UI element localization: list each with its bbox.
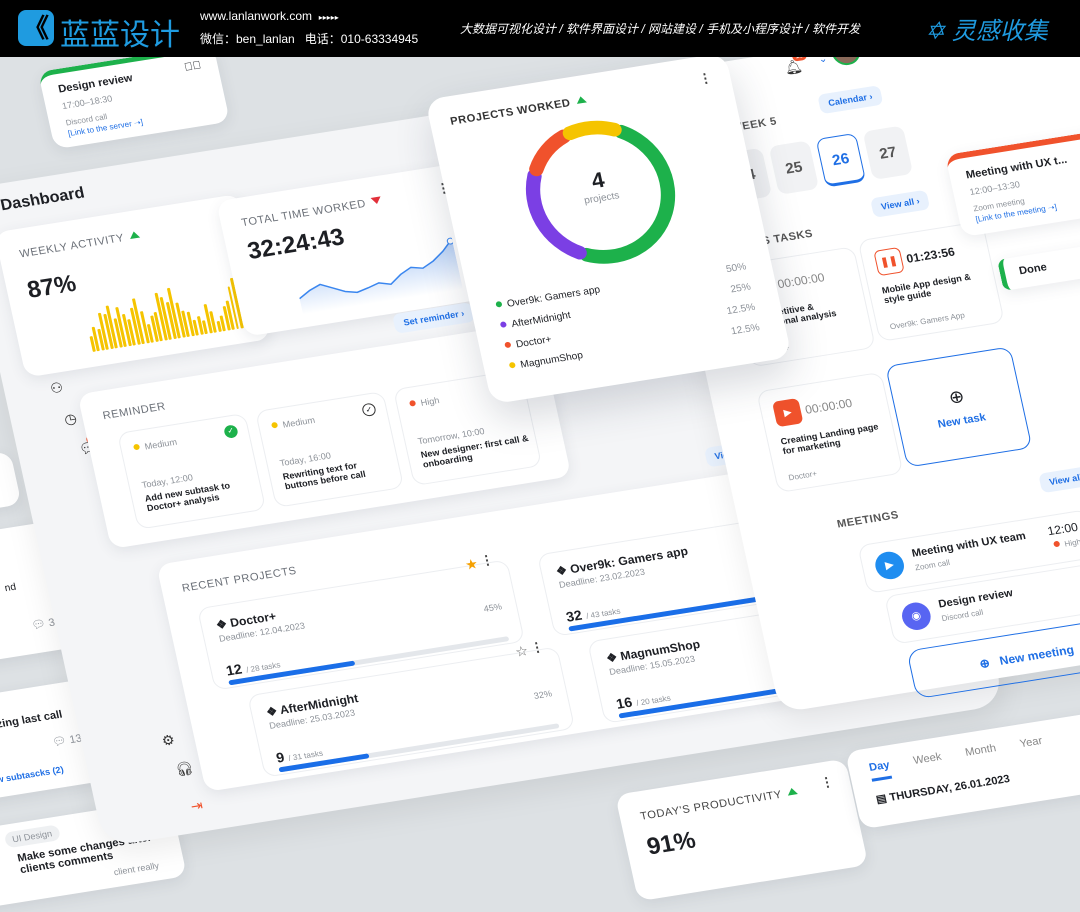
brand-name: 蓝蓝设计 <box>60 19 180 52</box>
calendar-icon: ▤ <box>874 792 888 806</box>
trend-down-icon <box>370 196 383 205</box>
tab-month[interactable]: Month <box>964 742 998 759</box>
productivity-label: TODAY'S PRODUCTIVITY <box>639 786 799 823</box>
recent-projects-label: RECENT PROJECTS <box>180 564 298 595</box>
line-area <box>299 238 464 315</box>
meeting-title: Design review <box>57 72 134 96</box>
more-icon[interactable]: ⋮ <box>818 773 835 791</box>
partial-card <box>0 450 22 524</box>
projects-donut <box>525 120 676 264</box>
weekly-activity-value: 87% <box>24 270 79 304</box>
page-title: Dashboard <box>0 184 87 215</box>
day-25[interactable]: 25 <box>768 140 820 195</box>
task-text: nd <box>3 581 18 595</box>
legend-dot <box>499 321 508 328</box>
legend-dot <box>504 341 512 349</box>
brand-logo-icon: 《 <box>18 10 54 46</box>
legend-dot <box>508 361 516 369</box>
clock-icon[interactable]: ◷ <box>62 409 79 428</box>
more-icon[interactable]: ⋮ <box>478 551 495 569</box>
project-icon: ❖ <box>214 616 229 633</box>
inspiration-brand: ✡ 灵感收集 <box>925 18 1048 45</box>
play-icon[interactable]: ▶ <box>771 397 804 428</box>
tab-day[interactable]: Day <box>867 759 893 782</box>
check-icon[interactable]: ✓ <box>223 424 239 439</box>
comment-icon: 💬︎ <box>30 618 47 632</box>
star-icon[interactable]: ☆ <box>513 642 530 660</box>
headset-icon[interactable]: 🎧︎ <box>173 759 195 778</box>
legend-dot <box>495 300 503 308</box>
meeting-time: 17:00–18:30 <box>61 93 114 112</box>
donut-slice <box>562 120 622 141</box>
design-review-card[interactable]: Design review ✓⃝ 17:00–18:30 Discord cal… <box>38 44 231 150</box>
site-url: www.lanlanwork.com ▸▸▸▸▸ <box>200 9 339 23</box>
task-card[interactable]: ▶ 00:00:00 Creating Landing page for mar… <box>756 371 904 494</box>
more-icon[interactable]: ⋮ <box>528 638 546 656</box>
meeting-time: 12:00–13:30 <box>968 179 1021 197</box>
done-label: Done <box>1017 261 1048 278</box>
project-icon: ❖ <box>264 704 279 720</box>
time-line-chart <box>299 237 464 315</box>
zoom-icon: ▶ <box>872 549 907 582</box>
donut-slice <box>525 168 587 260</box>
bell-icon[interactable]: 🔔︎10 <box>783 50 808 77</box>
meetings-label: MEETINGS <box>835 509 900 531</box>
pause-icon[interactable]: ❚❚ <box>873 246 905 277</box>
check-icon[interactable]: ✓ <box>361 402 377 418</box>
settings-icon[interactable]: ⚙ <box>160 731 177 749</box>
new-task-button[interactable]: ⊕ New task <box>885 346 1033 468</box>
star-icon[interactable]: ★ <box>463 555 480 573</box>
activity-bars <box>81 273 253 352</box>
star-icon: ✡ <box>925 18 946 45</box>
project-icon: ❖ <box>554 563 569 579</box>
reminder-item[interactable]: Medium ✓ Today, 12:00 Add new subtask to… <box>116 412 267 530</box>
tab-week[interactable]: Week <box>912 750 943 767</box>
trend-up-icon <box>786 787 799 796</box>
comment-icon: 💬︎ <box>51 734 68 749</box>
task-card[interactable]: ❚❚ 01:23:56 Mobile App design & style gu… <box>857 220 1005 343</box>
project-icon: ❖ <box>604 650 619 666</box>
weekly-activity-label: WEEKLY ACTIVITY <box>18 230 141 260</box>
logout-icon[interactable]: ⇥ <box>189 796 205 815</box>
task-desc: client really <box>112 860 160 878</box>
trend-up-icon <box>575 95 587 104</box>
reminder-item[interactable]: Medium ✓ Today, 16:00 Rewriting text for… <box>254 391 405 508</box>
day-26[interactable]: 26 <box>815 132 867 188</box>
add-icon: ⊕ <box>978 655 992 671</box>
time-worked-label: TOTAL TIME WORKED <box>240 195 383 229</box>
discord-icon: ◉ <box>899 600 934 632</box>
period-card: Day Week Month Year ▤ THURSDAY, 26.01.2023 <box>845 709 1080 830</box>
view-all-meetings-button[interactable]: View all › <box>1038 465 1080 494</box>
line-series <box>299 238 453 300</box>
time-worked-card: TOTAL TIME WORKED ⋮ 32:24:43 <box>216 162 491 337</box>
task-title: zing last call <box>0 708 64 731</box>
day-27[interactable]: 27 <box>862 125 914 181</box>
contact: 微信：ben_lanlan 电话：010-63334945 <box>200 32 419 46</box>
tab-year[interactable]: Year <box>1018 734 1044 751</box>
tag: UI Design <box>3 824 61 849</box>
projects-worked-card: PROJECTS WORKED ⋮ 4 projects Over9k: Gam… <box>425 52 792 405</box>
add-icon: ⊕ <box>946 386 967 408</box>
donut-slice <box>579 124 676 264</box>
nodes-icon[interactable]: ⚇ <box>48 378 65 397</box>
dashboard-panel: Dashboard ⚇ ◷ 💬︎ ⚙ 🎧︎ ⇥ WEEKLY ACTIVITY … <box>0 47 1005 848</box>
trend-up-icon <box>128 230 141 240</box>
productivity-card: TODAY'S PRODUCTIVITY ⋮ 91% <box>615 758 869 902</box>
meeting-title: Meeting with UX t... <box>964 153 1069 182</box>
reminder-label: REMINDER <box>101 400 167 423</box>
more-icon[interactable]: ⋮ <box>697 69 714 87</box>
watermark-banner: 《 蓝蓝设计 www.lanlanwork.com ▸▸▸▸▸ 微信：ben_l… <box>0 0 1080 57</box>
productivity-value: 91% <box>644 826 699 861</box>
check-icon: ✓⃝ <box>183 59 203 74</box>
subtasks-link[interactable]: w subtascks (2) <box>0 764 65 785</box>
services: 大数据可视化设计 / 软件界面设计 / 网站建设 / 手机及小程序设计 / 软件… <box>460 22 861 36</box>
donut-slice <box>529 129 571 177</box>
calendar-button[interactable]: Calendar › <box>817 85 884 115</box>
view-all-tasks-button[interactable]: View all › <box>870 189 931 218</box>
